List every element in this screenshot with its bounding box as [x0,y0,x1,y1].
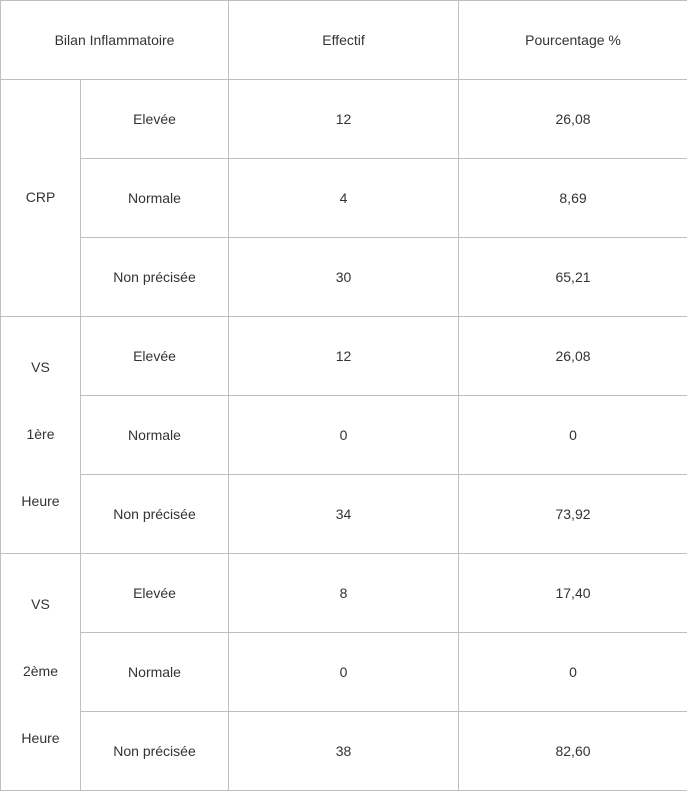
table-row: Normale 0 0 [1,396,687,475]
cell-effectif: 0 [229,396,459,475]
cell-pourcentage: 26,08 [459,317,687,396]
cell-level: Normale [81,396,229,475]
col-header-effectif: Effectif [229,1,459,80]
cell-effectif: 0 [229,633,459,712]
table-row: Normale 4 8,69 [1,159,687,238]
table-row: Non précisée 30 65,21 [1,238,687,317]
cell-pourcentage: 17,40 [459,554,687,633]
table-row: VS 1ère Heure Elevée 12 26,08 [1,317,687,396]
table-header-row: Bilan Inflammatoire Effectif Pourcentage… [1,1,687,80]
cell-effectif: 4 [229,159,459,238]
cell-effectif: 12 [229,80,459,159]
group-label-vs2: VS 2ème Heure [1,554,81,791]
inflammatory-table: Bilan Inflammatoire Effectif Pourcentage… [0,0,687,791]
cell-effectif: 12 [229,317,459,396]
cell-level: Non précisée [81,712,229,791]
cell-level: Normale [81,159,229,238]
cell-pourcentage: 82,60 [459,712,687,791]
cell-level: Non précisée [81,238,229,317]
cell-pourcentage: 0 [459,633,687,712]
cell-level: Normale [81,633,229,712]
cell-effectif: 34 [229,475,459,554]
cell-level: Elevée [81,317,229,396]
table-row: Normale 0 0 [1,633,687,712]
cell-level: Non précisée [81,475,229,554]
cell-level: Elevée [81,554,229,633]
table-row: Non précisée 38 82,60 [1,712,687,791]
table-row: CRP Elevée 12 26,08 [1,80,687,159]
cell-pourcentage: 73,92 [459,475,687,554]
cell-effectif: 8 [229,554,459,633]
table-row: Non précisée 34 73,92 [1,475,687,554]
cell-pourcentage: 65,21 [459,238,687,317]
col-header-bilan: Bilan Inflammatoire [1,1,229,80]
table-row: VS 2ème Heure Elevée 8 17,40 [1,554,687,633]
group-label-crp: CRP [1,80,81,317]
cell-level: Elevée [81,80,229,159]
cell-effectif: 38 [229,712,459,791]
col-header-pourcentage: Pourcentage % [459,1,687,80]
cell-pourcentage: 0 [459,396,687,475]
cell-effectif: 30 [229,238,459,317]
cell-pourcentage: 26,08 [459,80,687,159]
group-label-vs1: VS 1ère Heure [1,317,81,554]
cell-pourcentage: 8,69 [459,159,687,238]
